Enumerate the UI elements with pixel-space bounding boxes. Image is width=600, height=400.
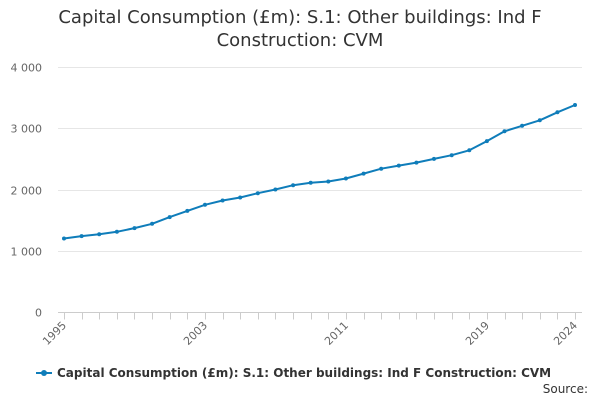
y-axis-ticks: 0 1 000 2 000 3 000 4 000 xyxy=(11,62,43,320)
x-tick-label: 2003 xyxy=(181,319,210,348)
data-point xyxy=(220,198,225,203)
data-point xyxy=(484,139,489,144)
data-point xyxy=(537,118,542,123)
data-point xyxy=(361,171,366,176)
legend-label: Capital Consumption (£m): S.1: Other bui… xyxy=(57,366,552,380)
y-tick-label: 4 000 xyxy=(11,62,43,75)
data-point xyxy=(467,148,472,153)
y-tick-label: 0 xyxy=(35,307,42,320)
source-label: Source: xyxy=(542,382,588,396)
data-point xyxy=(255,191,260,196)
x-tick-label: 2019 xyxy=(463,319,492,348)
data-point xyxy=(555,110,560,115)
data-point xyxy=(379,166,384,171)
x-tick-label: 2024 xyxy=(551,319,580,348)
data-point xyxy=(167,215,172,220)
data-point xyxy=(308,180,313,185)
data-point xyxy=(62,236,66,241)
x-axis: 1995 2003 2011 2019 2024 xyxy=(40,312,582,348)
data-point xyxy=(326,179,331,184)
data-point xyxy=(396,163,401,168)
data-point xyxy=(203,202,207,207)
series-line xyxy=(63,104,576,240)
data-point xyxy=(573,103,577,107)
chart-title-line-2: Construction: CVM xyxy=(216,30,384,51)
data-point xyxy=(97,232,102,237)
data-point xyxy=(132,226,137,231)
y-tick-label: 3 000 xyxy=(11,123,43,136)
chart-title-line-1: Capital Consumption (£m): S.1: Other bui… xyxy=(58,7,542,28)
legend-marker xyxy=(36,367,52,379)
data-point xyxy=(150,221,155,226)
legend[interactable]: Capital Consumption (£m): S.1: Other bui… xyxy=(36,366,551,380)
data-point xyxy=(114,229,119,234)
data-point xyxy=(291,183,296,188)
y-tick-label: 1 000 xyxy=(11,246,43,259)
data-point xyxy=(238,195,243,200)
series-layer xyxy=(62,103,577,241)
y-tick-label: 2 000 xyxy=(11,185,43,198)
x-tick-label: 2011 xyxy=(322,319,351,348)
data-point xyxy=(432,156,436,161)
chart-title: Capital Consumption (£m): S.1: Other bui… xyxy=(0,6,600,52)
data-point xyxy=(185,208,190,213)
data-point xyxy=(343,176,348,181)
data-point xyxy=(273,187,278,192)
data-point xyxy=(449,153,454,158)
data-point xyxy=(502,129,507,134)
data-point xyxy=(79,234,84,239)
data-point xyxy=(520,123,525,128)
x-tick-label: 1995 xyxy=(40,319,69,348)
gridlines xyxy=(58,67,582,252)
legend-dot-swatch xyxy=(41,370,47,376)
data-point xyxy=(414,160,419,165)
